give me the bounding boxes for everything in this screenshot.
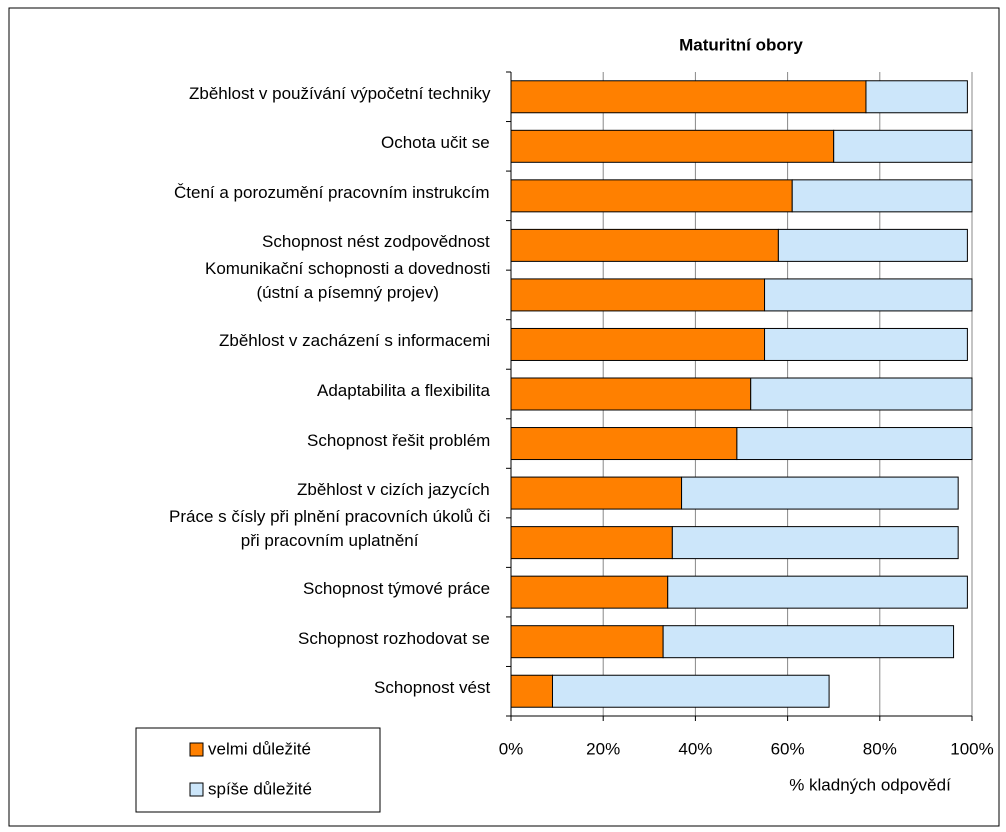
y-tick-label: Schopnost nést zodpovědnost — [262, 232, 490, 252]
bar — [777, 228, 968, 262]
bar — [510, 80, 867, 114]
x-tick-label: 20% — [586, 739, 620, 758]
legend-swatch — [189, 782, 204, 797]
y-tick-label: Zběhlost v zacházení s informacemi — [219, 331, 491, 351]
bar — [671, 526, 959, 560]
y-tick-label: Schopnost rozhodovat se — [298, 628, 490, 648]
y-tick-label: Zběhlost v používání výpočetní techniky — [189, 83, 491, 103]
bar — [764, 278, 973, 312]
bar — [865, 80, 968, 114]
bar — [510, 625, 664, 659]
y-tick-label: Schopnost řešit problém — [307, 430, 491, 450]
bar — [681, 476, 959, 510]
x-tick-label: 80% — [863, 739, 897, 758]
x-tick-label: 100% — [950, 739, 993, 758]
legend-label: spíše důležité — [208, 779, 312, 798]
bar — [764, 327, 968, 361]
x-tick-label: 40% — [678, 739, 712, 758]
bar — [510, 278, 766, 312]
bar — [667, 575, 968, 609]
y-tick-label: Zběhlost v cizích jazycích — [297, 480, 490, 500]
bar — [510, 377, 752, 411]
bar — [833, 129, 973, 163]
bar — [662, 625, 955, 659]
bar — [510, 674, 553, 708]
chart-title: Maturitní obory — [679, 35, 803, 54]
x-tick-label: 0% — [499, 739, 524, 758]
bar — [510, 228, 779, 262]
y-tick-label: Čtení a porozumění pracovním instrukcím — [174, 182, 490, 202]
y-tick-label: Adaptabilita a flexibilita — [317, 381, 490, 400]
bar — [510, 129, 835, 163]
bar — [736, 427, 973, 461]
x-axis-label: % kladných odpovědí — [789, 775, 951, 794]
bar — [510, 179, 793, 213]
legend-box — [135, 727, 381, 813]
bar — [510, 427, 738, 461]
y-tick-label: Práce s čísly při plnění pracovních úkol… — [169, 506, 491, 550]
y-tick-label: Schopnost týmové práce — [303, 579, 491, 599]
bar — [510, 476, 683, 510]
y-tick-label: Komunikační schopnosti a dovednosti (úst… — [205, 258, 491, 302]
x-tick-label: 60% — [771, 739, 805, 758]
y-tick-label: Ochota učit se — [381, 133, 490, 153]
bar — [510, 327, 766, 361]
y-tick-label: Schopnost vést — [374, 678, 491, 698]
bar — [510, 526, 673, 560]
legend-label: velmi důležité — [208, 739, 311, 758]
bar — [510, 575, 669, 609]
legend-swatch — [189, 742, 204, 757]
bar — [750, 377, 973, 411]
bar — [551, 674, 830, 708]
bar — [791, 179, 973, 213]
